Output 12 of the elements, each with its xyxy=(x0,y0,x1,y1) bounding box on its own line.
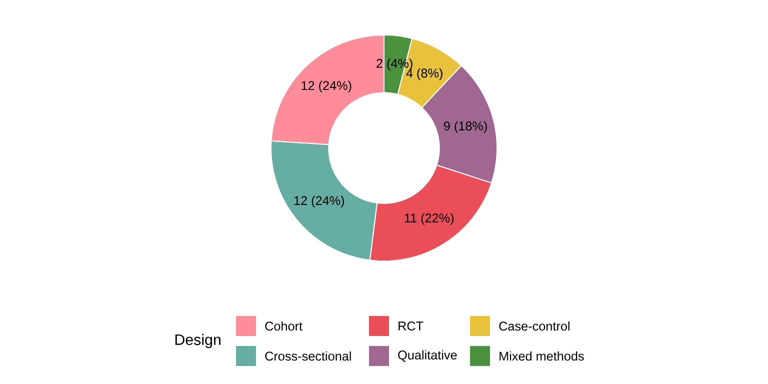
legend-label: Mixed methods xyxy=(500,351,584,361)
legend-title: Design xyxy=(175,334,220,348)
data-label: 12 (24%) xyxy=(302,80,352,93)
data-label: 4 (8%) xyxy=(406,68,442,80)
legend-label: Cross-sectional xyxy=(265,351,351,361)
legend-label: Cohort xyxy=(265,321,302,331)
data-label: 9 (18%) xyxy=(444,121,487,133)
legend-label: Qualitative xyxy=(398,350,457,362)
data-label: 11 (22%) xyxy=(404,213,454,225)
legend-label: RCT xyxy=(398,322,424,330)
legend-label: Case-control xyxy=(499,321,570,331)
data-label: 12 (24%) xyxy=(294,196,344,208)
